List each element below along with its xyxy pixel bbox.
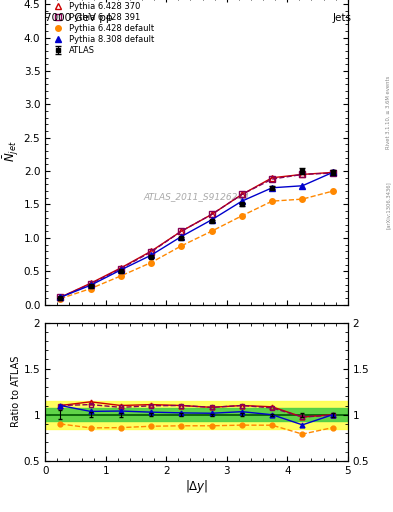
Pythia 8.308 default [240,198,244,204]
Pythia 8.308 default [270,185,275,191]
Pythia 8.308 default [119,267,123,273]
Pythia 6.428 default [300,196,305,202]
Line: Pythia 8.308 default: Pythia 8.308 default [57,169,336,300]
Pythia 8.308 default [179,233,184,240]
Pythia 6.428 default [209,228,214,234]
Pythia 6.428 391 [149,249,154,255]
Pythia 6.428 391 [58,294,63,301]
Line: Pythia 6.428 370: Pythia 6.428 370 [57,169,336,300]
Line: Pythia 6.428 default: Pythia 6.428 default [57,188,336,302]
Pythia 6.428 default [58,295,63,302]
Y-axis label: Ratio to ATLAS: Ratio to ATLAS [11,356,21,428]
Pythia 6.428 default [88,286,93,292]
Pythia 6.428 391 [179,228,184,234]
Pythia 6.428 391 [88,281,93,287]
Text: Jets: Jets [333,13,352,23]
Pythia 8.308 default [88,282,93,288]
Pythia 6.428 370 [270,175,275,181]
Line: Pythia 6.428 391: Pythia 6.428 391 [57,170,336,300]
Pythia 8.308 default [300,183,305,189]
Pythia 6.428 default [270,198,275,204]
Pythia 6.428 391 [119,266,123,272]
Pythia 6.428 default [331,188,335,194]
Pythia 6.428 default [240,213,244,219]
Bar [45,408,348,421]
Pythia 6.428 370 [58,294,63,301]
Y-axis label: $\bar{N}_{jet}$: $\bar{N}_{jet}$ [2,140,21,162]
X-axis label: |$\Delta y$|: |$\Delta y$| [185,478,208,496]
Pythia 6.428 391 [331,170,335,176]
Pythia 6.428 391 [270,176,275,182]
Bar [45,401,348,429]
Text: Rivet 3.1.10, ≥ 3.6M events: Rivet 3.1.10, ≥ 3.6M events [386,76,391,150]
Pythia 6.428 default [179,243,184,249]
Pythia 6.428 default [149,260,154,266]
Pythia 6.428 370 [88,280,93,286]
Pythia 8.308 default [209,217,214,223]
Pythia 8.308 default [149,252,154,258]
Pythia 6.428 default [119,273,123,279]
Text: [arXiv:1306.3436]: [arXiv:1306.3436] [386,181,391,229]
Pythia 6.428 370 [119,265,123,271]
Pythia 6.428 370 [240,191,244,198]
Pythia 8.308 default [331,169,335,176]
Pythia 6.428 370 [149,248,154,254]
Pythia 6.428 391 [300,172,305,178]
Legend: Pythia 6.428 370, Pythia 6.428 391, Pythia 6.428 default, Pythia 8.308 default, : Pythia 6.428 370, Pythia 6.428 391, Pyth… [48,0,156,57]
Text: ATLAS_2011_S9126244: ATLAS_2011_S9126244 [143,193,250,202]
Pythia 6.428 370 [209,211,214,218]
Pythia 8.308 default [58,294,63,301]
Pythia 6.428 370 [300,172,305,178]
Pythia 6.428 370 [331,169,335,176]
Text: 7000 GeV pp: 7000 GeV pp [45,13,113,23]
Pythia 6.428 391 [240,191,244,198]
Pythia 6.428 391 [209,211,214,218]
Pythia 6.428 370 [179,228,184,234]
